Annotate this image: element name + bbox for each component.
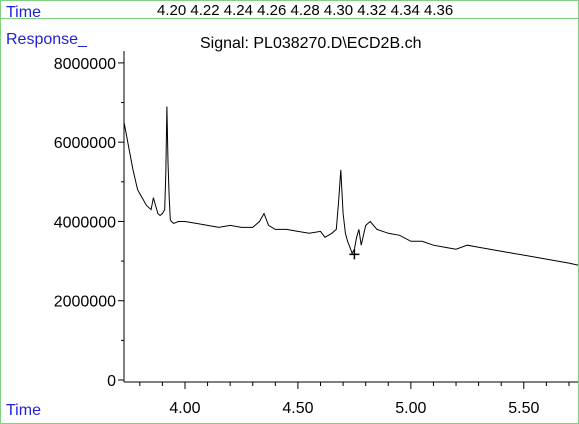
x-tick-label: 4.00 bbox=[169, 400, 200, 417]
x-tick-label: 5.00 bbox=[395, 400, 426, 417]
time-tick: 4.32 bbox=[357, 2, 387, 19]
time-tick: 4.24 bbox=[223, 2, 253, 19]
time-tick: 4.28 bbox=[290, 2, 320, 19]
time-tick: 4.26 bbox=[257, 2, 287, 19]
x-tick-label: 4.50 bbox=[282, 400, 313, 417]
x-tick-label: 5.50 bbox=[508, 400, 539, 417]
y-tick-label: 0 bbox=[107, 373, 116, 390]
time-tick: 4.34 bbox=[390, 2, 420, 19]
response-label: Response_ bbox=[6, 31, 87, 48]
y-tick-label: 2000000 bbox=[54, 294, 116, 311]
footer-time-label: Time bbox=[6, 402, 41, 419]
header-time-label: Time bbox=[6, 4, 41, 21]
signal-trace bbox=[123, 106, 579, 266]
y-tick-label: 8000000 bbox=[54, 56, 116, 73]
time-tick: 4.22 bbox=[190, 2, 220, 19]
y-tick-label: 6000000 bbox=[54, 135, 116, 152]
chart-title: Signal: PL038270.D\ECD2B.ch bbox=[200, 35, 422, 52]
time-tick: 4.36 bbox=[424, 2, 454, 19]
y-tick-label: 4000000 bbox=[54, 214, 116, 231]
time-tick: 4.30 bbox=[323, 2, 354, 19]
header-time-ticks: 4.20 4.22 4.24 4.26 4.28 4.30 4.32 4.34 … bbox=[157, 2, 453, 20]
time-tick: 4.20 bbox=[157, 2, 187, 19]
